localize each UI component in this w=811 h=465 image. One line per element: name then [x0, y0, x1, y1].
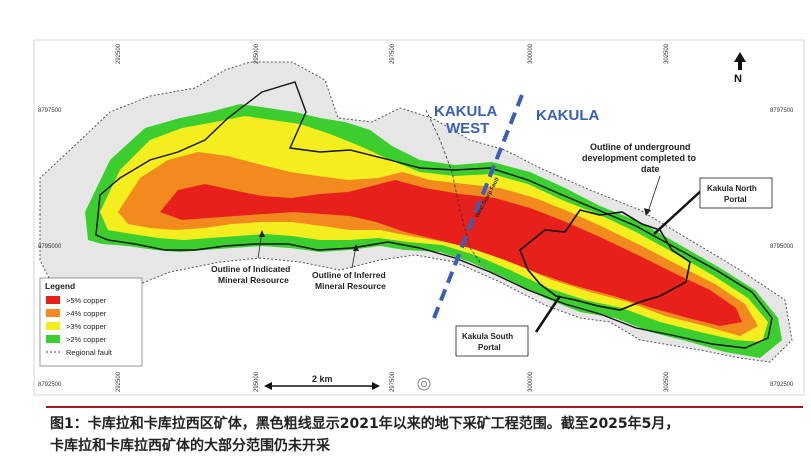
easting-labels-bottom: 292500 295000 297500 300000 302500 [116, 371, 670, 392]
northing-tick: 8797500 [770, 108, 794, 114]
south-portal-line2: Portal [478, 343, 501, 352]
easting-tick: 292500 [116, 371, 122, 392]
inferred-callout-arrowhead [353, 244, 359, 251]
legend-swatch [46, 335, 60, 343]
legend-item: >5% copper [46, 296, 107, 305]
scale-bar: 2 km [264, 374, 380, 390]
north-portal-line2: Portal [724, 195, 747, 204]
easting-tick: 297500 [390, 371, 396, 392]
easting-tick: 295000 [254, 43, 260, 64]
regional-fault-line [425, 109, 481, 263]
legend-item-label: >2% copper [66, 335, 107, 344]
north-portal-leader [653, 189, 703, 235]
inferred-callout-line2: Mineral Resource [315, 281, 386, 291]
underground-callout-leader [647, 175, 661, 213]
legend-swatch [46, 309, 60, 317]
northing-tick: 8795000 [38, 244, 62, 250]
legend-item-label: >4% copper [66, 309, 107, 318]
kakula-label: KAKULA [536, 107, 599, 124]
easting-tick: 300000 [528, 371, 534, 392]
figure-caption: 图1：卡库拉和卡库拉西区矿体，黑色粗线显示2021年以来的地下采矿工程范围。截至… [50, 413, 800, 457]
caption-line-1: 图1：卡库拉和卡库拉西区矿体，黑色粗线显示2021年以来的地下采矿工程范围。截至… [50, 416, 680, 432]
legend-item: Regional fault [46, 348, 113, 357]
north-portal-box [699, 177, 773, 209]
indicated-callout-line2: Mineral Resource [218, 275, 289, 285]
northing-tick: 8792500 [38, 382, 62, 388]
northing-tick: 8797500 [38, 108, 62, 114]
easting-tick: 292500 [116, 43, 122, 64]
legend: Legend >5% copper >4% copper >3% copper >2%… [39, 277, 143, 367]
legend-title: Legend [45, 281, 75, 291]
south-portal-line1: Kakula South [462, 332, 513, 341]
inferred-callout-line1: Outline of Inferred [312, 270, 386, 280]
underground-callout-arrowhead [644, 208, 651, 216]
south-portal-leader [534, 295, 562, 333]
grade-5pct-zone [160, 180, 742, 326]
easting-tick: 300000 [528, 43, 534, 64]
caption-line-2: 卡库拉和卡库拉西矿体的大部分范围仍未开采 [50, 438, 330, 454]
scale-bar-label: 2 km [312, 374, 333, 384]
legend-swatch [46, 296, 60, 304]
legend-item-label: >5% copper [66, 296, 107, 305]
legend-item-label: Regional fault [66, 348, 113, 357]
underground-callout-line2: development completed to [582, 153, 697, 163]
easting-tick: 302500 [664, 43, 670, 64]
northing-labels: 8797500 8795000 8792500 8797500 8795000 … [38, 108, 794, 388]
underground-callout-line1: Outline of underground [590, 142, 691, 152]
northing-tick: 8792500 [770, 382, 794, 388]
logo-mark [417, 377, 431, 391]
underground-callout-line3: date [641, 164, 660, 174]
caption-divider [46, 406, 803, 408]
indicated-resource-outline [95, 81, 773, 349]
easting-labels-top: 292500 295000 297500 300000 302500 [116, 43, 670, 64]
easting-tick: 297500 [390, 43, 396, 64]
northing-tick: 8795000 [770, 244, 794, 250]
orebody-map: West Scarp Fault KAKULA WEST KAKULA N 29… [33, 39, 805, 396]
north-arrow: N [734, 52, 746, 85]
legend-item-label: >3% copper [66, 322, 107, 331]
easting-tick: 295000 [254, 371, 260, 392]
north-label: N [734, 73, 742, 85]
kakula-west-label-line2: WEST [446, 120, 489, 137]
legend-item: >3% copper [46, 322, 107, 331]
south-portal-box [455, 325, 529, 357]
kakula-west-label-line1: KAKULA [434, 103, 497, 120]
indicated-callout-arrowhead [259, 230, 265, 237]
legend-swatch [46, 322, 60, 330]
legend-item: >4% copper [46, 309, 107, 318]
north-portal-line1: Kakula North [707, 184, 757, 193]
legend-item: >2% copper [46, 335, 107, 344]
easting-tick: 302500 [664, 371, 670, 392]
indicated-callout-line1: Outline of Indicated [211, 264, 290, 274]
zone-boundary-line [432, 94, 524, 319]
